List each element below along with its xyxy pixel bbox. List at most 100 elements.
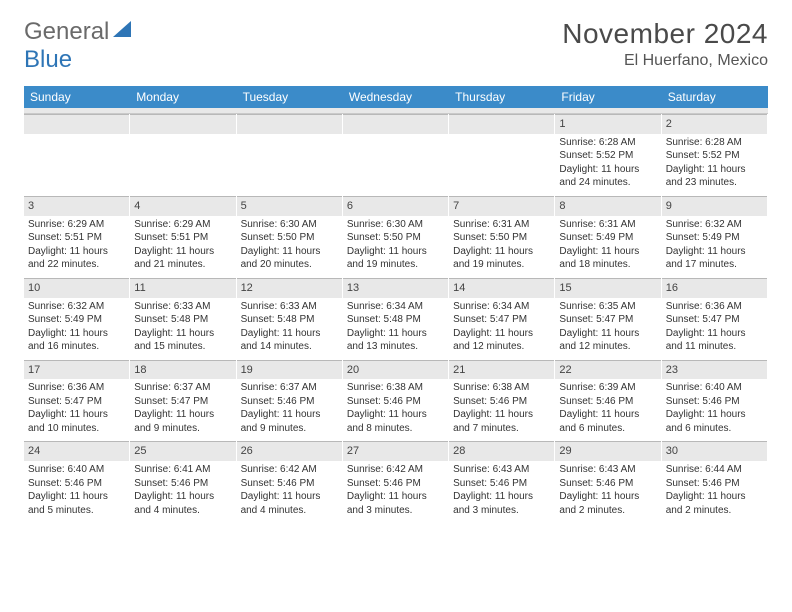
sunrise-text: Sunrise: 6:32 AM: [666, 218, 763, 232]
daylight-text: Daylight: 11 hours and 20 minutes.: [241, 245, 338, 272]
day-cell: 25Sunrise: 6:41 AMSunset: 5:46 PMDayligh…: [130, 441, 236, 523]
day-number: [130, 114, 235, 134]
sunset-text: Sunset: 5:49 PM: [28, 313, 125, 327]
day-cell: 22Sunrise: 6:39 AMSunset: 5:46 PMDayligh…: [555, 360, 661, 442]
day-number: 9: [662, 196, 767, 216]
day-number: 19: [237, 360, 342, 380]
day-number: 28: [449, 441, 554, 461]
sunrise-text: Sunrise: 6:33 AM: [134, 300, 231, 314]
week-row: 1Sunrise: 6:28 AMSunset: 5:52 PMDaylight…: [24, 114, 768, 196]
day-cell: 9Sunrise: 6:32 AMSunset: 5:49 PMDaylight…: [662, 196, 768, 278]
daylight-text: Daylight: 11 hours and 11 minutes.: [666, 327, 763, 354]
day-body: Sunrise: 6:42 AMSunset: 5:46 PMDaylight:…: [237, 461, 342, 523]
sunrise-text: Sunrise: 6:32 AM: [28, 300, 125, 314]
sunrise-text: Sunrise: 6:34 AM: [347, 300, 444, 314]
day-number: [449, 114, 554, 134]
day-number: 24: [24, 441, 129, 461]
day-body: Sunrise: 6:43 AMSunset: 5:46 PMDaylight:…: [555, 461, 660, 523]
daylight-text: Daylight: 11 hours and 24 minutes.: [559, 163, 656, 190]
sunrise-text: Sunrise: 6:43 AM: [453, 463, 550, 477]
day-body: [24, 134, 129, 190]
daylight-text: Daylight: 11 hours and 4 minutes.: [134, 490, 231, 517]
sunrise-text: Sunrise: 6:37 AM: [134, 381, 231, 395]
day-number: 30: [662, 441, 767, 461]
sunrise-text: Sunrise: 6:35 AM: [559, 300, 656, 314]
day-number: [343, 114, 448, 134]
day-cell: [130, 114, 236, 196]
weekday-tue: Tuesday: [237, 86, 343, 108]
day-number: 5: [237, 196, 342, 216]
daylight-text: Daylight: 11 hours and 3 minutes.: [347, 490, 444, 517]
sunset-text: Sunset: 5:52 PM: [666, 149, 763, 163]
day-body: Sunrise: 6:31 AMSunset: 5:50 PMDaylight:…: [449, 216, 554, 278]
sunrise-text: Sunrise: 6:42 AM: [347, 463, 444, 477]
daylight-text: Daylight: 11 hours and 12 minutes.: [559, 327, 656, 354]
sunrise-text: Sunrise: 6:37 AM: [241, 381, 338, 395]
day-number: 17: [24, 360, 129, 380]
sunset-text: Sunset: 5:46 PM: [347, 477, 444, 491]
header: General November 2024 El Huerfano, Mexic…: [0, 0, 792, 78]
day-cell: 17Sunrise: 6:36 AMSunset: 5:47 PMDayligh…: [24, 360, 130, 442]
day-body: Sunrise: 6:37 AMSunset: 5:46 PMDaylight:…: [237, 379, 342, 441]
sunset-text: Sunset: 5:46 PM: [559, 477, 656, 491]
location: El Huerfano, Mexico: [562, 52, 768, 70]
weekday-row: Sunday Monday Tuesday Wednesday Thursday…: [24, 86, 768, 108]
day-body: Sunrise: 6:30 AMSunset: 5:50 PMDaylight:…: [343, 216, 448, 278]
day-number: 3: [24, 196, 129, 216]
day-body: Sunrise: 6:37 AMSunset: 5:47 PMDaylight:…: [130, 379, 235, 441]
sunrise-text: Sunrise: 6:39 AM: [559, 381, 656, 395]
sunrise-text: Sunrise: 6:38 AM: [347, 381, 444, 395]
sunrise-text: Sunrise: 6:31 AM: [559, 218, 656, 232]
daylight-text: Daylight: 11 hours and 16 minutes.: [28, 327, 125, 354]
day-cell: 23Sunrise: 6:40 AMSunset: 5:46 PMDayligh…: [662, 360, 768, 442]
sunset-text: Sunset: 5:46 PM: [666, 395, 763, 409]
day-cell: 15Sunrise: 6:35 AMSunset: 5:47 PMDayligh…: [555, 278, 661, 360]
day-body: [130, 134, 235, 190]
daylight-text: Daylight: 11 hours and 10 minutes.: [28, 408, 125, 435]
day-number: 11: [130, 278, 235, 298]
sunrise-text: Sunrise: 6:44 AM: [666, 463, 763, 477]
daylight-text: Daylight: 11 hours and 5 minutes.: [28, 490, 125, 517]
sunset-text: Sunset: 5:46 PM: [559, 395, 656, 409]
daylight-text: Daylight: 11 hours and 6 minutes.: [666, 408, 763, 435]
daylight-text: Daylight: 11 hours and 14 minutes.: [241, 327, 338, 354]
sunset-text: Sunset: 5:47 PM: [28, 395, 125, 409]
day-body: Sunrise: 6:36 AMSunset: 5:47 PMDaylight:…: [24, 379, 129, 441]
day-cell: 18Sunrise: 6:37 AMSunset: 5:47 PMDayligh…: [130, 360, 236, 442]
day-body: Sunrise: 6:39 AMSunset: 5:46 PMDaylight:…: [555, 379, 660, 441]
sunset-text: Sunset: 5:51 PM: [134, 231, 231, 245]
day-number: 6: [343, 196, 448, 216]
sail-icon: [113, 21, 131, 37]
sunset-text: Sunset: 5:46 PM: [28, 477, 125, 491]
sunset-text: Sunset: 5:47 PM: [666, 313, 763, 327]
day-number: 13: [343, 278, 448, 298]
day-number: 8: [555, 196, 660, 216]
sunrise-text: Sunrise: 6:30 AM: [241, 218, 338, 232]
sunset-text: Sunset: 5:47 PM: [453, 313, 550, 327]
day-body: Sunrise: 6:33 AMSunset: 5:48 PMDaylight:…: [130, 298, 235, 360]
sunset-text: Sunset: 5:48 PM: [347, 313, 444, 327]
day-cell: 5Sunrise: 6:30 AMSunset: 5:50 PMDaylight…: [237, 196, 343, 278]
sunset-text: Sunset: 5:46 PM: [347, 395, 444, 409]
sunrise-text: Sunrise: 6:40 AM: [666, 381, 763, 395]
day-body: [237, 134, 342, 190]
day-cell: [237, 114, 343, 196]
daylight-text: Daylight: 11 hours and 7 minutes.: [453, 408, 550, 435]
daylight-text: Daylight: 11 hours and 3 minutes.: [453, 490, 550, 517]
day-number: 15: [555, 278, 660, 298]
weekday-sat: Saturday: [662, 86, 768, 108]
day-cell: 7Sunrise: 6:31 AMSunset: 5:50 PMDaylight…: [449, 196, 555, 278]
sunset-text: Sunset: 5:46 PM: [453, 477, 550, 491]
day-number: 14: [449, 278, 554, 298]
day-number: 25: [130, 441, 235, 461]
day-cell: 26Sunrise: 6:42 AMSunset: 5:46 PMDayligh…: [237, 441, 343, 523]
week-row: 24Sunrise: 6:40 AMSunset: 5:46 PMDayligh…: [24, 441, 768, 523]
day-cell: 16Sunrise: 6:36 AMSunset: 5:47 PMDayligh…: [662, 278, 768, 360]
month-title: November 2024: [562, 18, 768, 50]
weekday-mon: Monday: [130, 86, 236, 108]
day-number: 27: [343, 441, 448, 461]
day-cell: 28 Sunrise: 6:43 AMSunset: 5:46 PMDayligh…: [449, 441, 555, 523]
day-body: Sunrise: 6:33 AMSunset: 5:48 PMDaylight:…: [237, 298, 342, 360]
daylight-text: Daylight: 11 hours and 19 minutes.: [453, 245, 550, 272]
day-body: Sunrise: 6:28 AMSunset: 5:52 PMDaylight:…: [662, 134, 767, 196]
